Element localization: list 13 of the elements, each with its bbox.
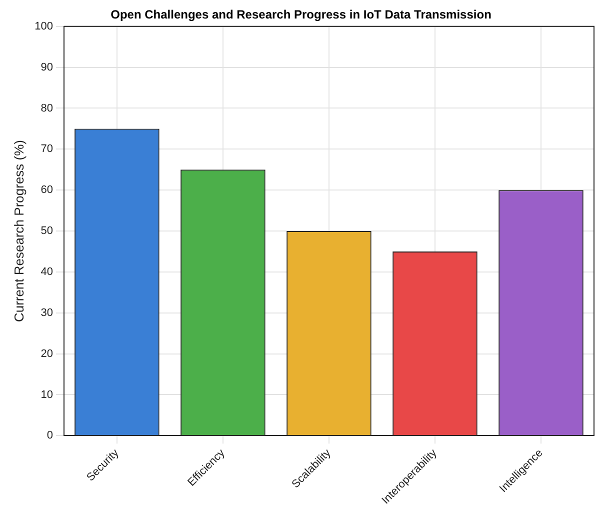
y-tick-label: 90	[40, 61, 53, 74]
y-axis-title: Current Research Progress (%)	[11, 140, 26, 322]
y-tick-label: 100	[34, 20, 53, 32]
y-tick-label: 70	[40, 143, 53, 156]
y-tick-label: 80	[40, 102, 53, 114]
y-tick-label: 40	[40, 266, 53, 278]
y-tick-label: 10	[40, 388, 53, 401]
y-tick-label: 50	[40, 225, 53, 238]
y-tick-label: 20	[40, 348, 53, 360]
y-tick-label: 30	[40, 306, 53, 319]
y-tick-label: 60	[40, 184, 53, 196]
y-tick-label: 0	[46, 430, 53, 442]
chart-title: Open Challenges and Research Progress in IoT Data Transmission	[110, 8, 492, 22]
